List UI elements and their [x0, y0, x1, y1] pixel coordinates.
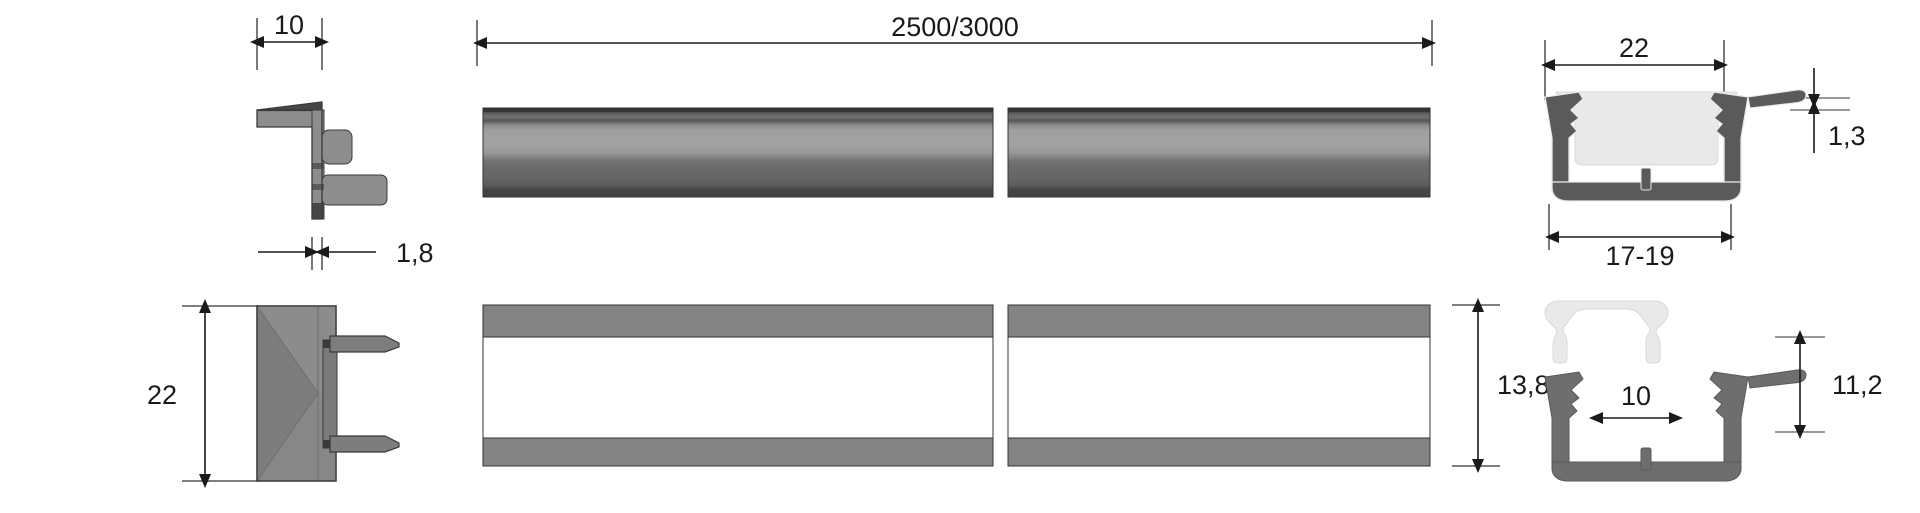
svg-text:22: 22 [1619, 33, 1649, 63]
svg-text:13,8: 13,8 [1497, 370, 1550, 400]
svg-text:2500/3000: 2500/3000 [891, 12, 1019, 42]
svg-text:1,3: 1,3 [1828, 121, 1866, 151]
svg-text:11,2: 11,2 [1832, 370, 1883, 400]
svg-text:1,8: 1,8 [396, 238, 434, 268]
svg-text:22: 22 [147, 380, 177, 410]
svg-text:10: 10 [1621, 381, 1651, 411]
svg-text:10: 10 [274, 10, 304, 40]
svg-text:17-19: 17-19 [1605, 241, 1674, 271]
